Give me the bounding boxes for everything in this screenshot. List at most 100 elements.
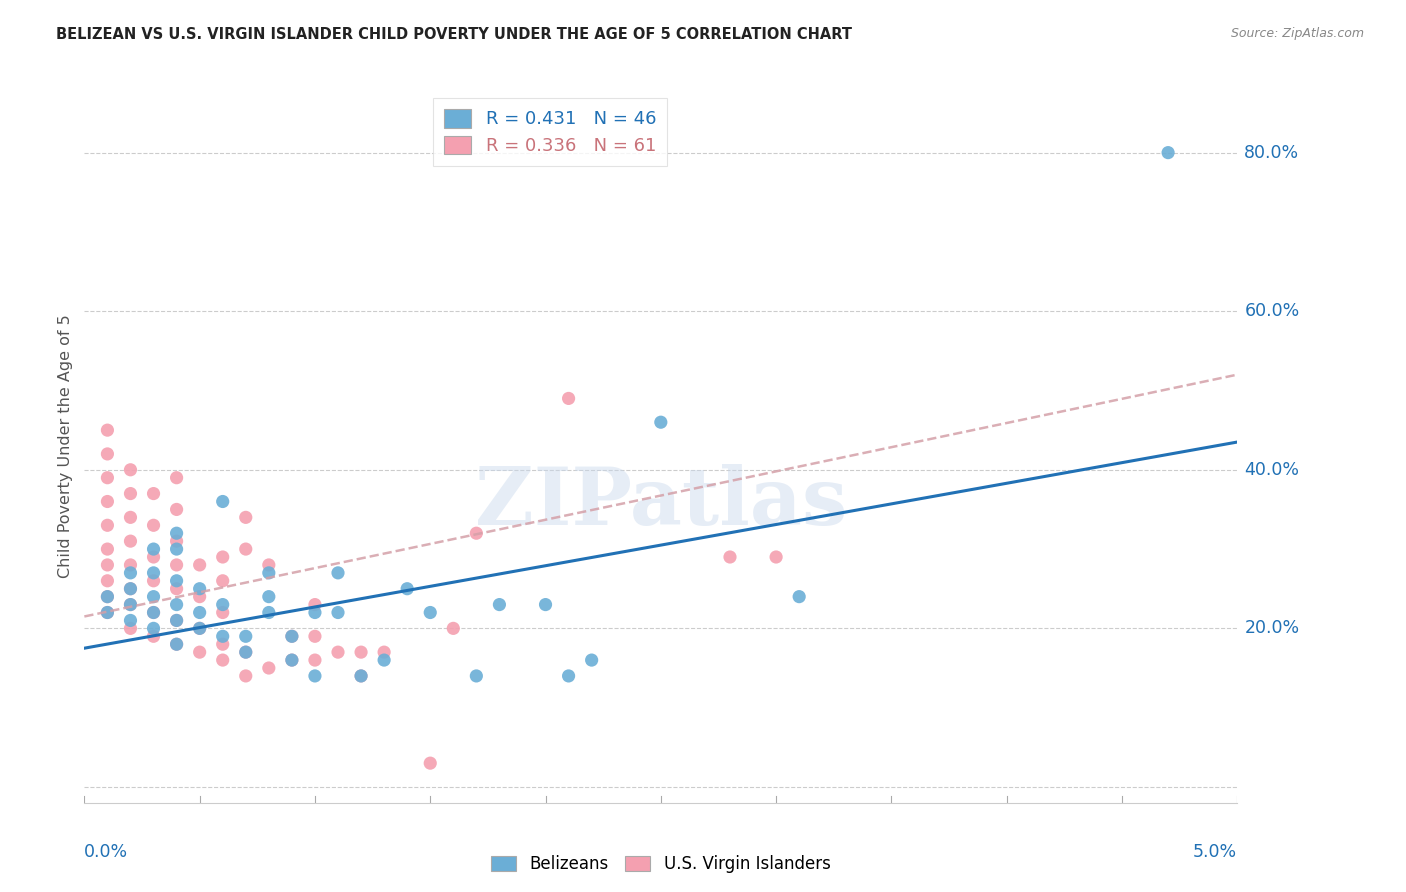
Point [142, 621, 165, 635]
Point [188, 621, 211, 635]
Point [142, 590, 165, 604]
Text: ZIPatlas: ZIPatlas [475, 464, 846, 542]
Point [465, 526, 488, 541]
Point [373, 645, 395, 659]
Point [166, 526, 188, 541]
Point [304, 629, 326, 643]
Point [96, 471, 118, 485]
Y-axis label: Child Poverty Under the Age of 5: Child Poverty Under the Age of 5 [58, 314, 73, 578]
Point [166, 574, 188, 588]
Point [557, 669, 579, 683]
Text: 0.0%: 0.0% [84, 843, 128, 861]
Point [235, 629, 257, 643]
Point [373, 653, 395, 667]
Point [188, 645, 211, 659]
Point [488, 598, 510, 612]
Point [257, 566, 280, 580]
Point [787, 590, 810, 604]
Point [96, 518, 118, 533]
Point [96, 447, 118, 461]
Point [120, 582, 142, 596]
Point [120, 486, 142, 500]
Point [166, 614, 188, 628]
Point [166, 598, 188, 612]
Point [188, 590, 211, 604]
Point [235, 542, 257, 557]
Point [211, 598, 233, 612]
Text: 5.0%: 5.0% [1194, 843, 1237, 861]
Point [166, 471, 188, 485]
Point [211, 574, 233, 588]
Point [211, 494, 233, 508]
Point [441, 621, 464, 635]
Point [396, 582, 419, 596]
Point [120, 566, 142, 580]
Point [350, 669, 373, 683]
Point [142, 549, 165, 564]
Point [142, 518, 165, 533]
Point [304, 606, 326, 620]
Point [142, 606, 165, 620]
Point [765, 549, 787, 564]
Point [281, 653, 304, 667]
Text: 60.0%: 60.0% [1244, 302, 1299, 320]
Point [1157, 145, 1180, 160]
Point [281, 653, 304, 667]
Point [326, 606, 349, 620]
Point [142, 606, 165, 620]
Point [281, 629, 304, 643]
Point [120, 614, 142, 628]
Point [326, 566, 349, 580]
Point [211, 549, 233, 564]
Point [650, 415, 672, 429]
Point [142, 542, 165, 557]
Point [235, 645, 257, 659]
Point [235, 510, 257, 524]
Point [142, 566, 165, 580]
Point [188, 582, 211, 596]
Point [142, 629, 165, 643]
Point [350, 669, 373, 683]
Point [120, 598, 142, 612]
Point [120, 598, 142, 612]
Point [581, 653, 603, 667]
Point [96, 606, 118, 620]
Point [120, 510, 142, 524]
Point [166, 502, 188, 516]
Text: Source: ZipAtlas.com: Source: ZipAtlas.com [1230, 27, 1364, 40]
Point [188, 606, 211, 620]
Point [281, 629, 304, 643]
Point [211, 629, 233, 643]
Point [166, 614, 188, 628]
Point [211, 653, 233, 667]
Point [96, 606, 118, 620]
Point [120, 558, 142, 572]
Point [142, 574, 165, 588]
Point [257, 661, 280, 675]
Point [166, 542, 188, 557]
Point [235, 645, 257, 659]
Point [188, 621, 211, 635]
Legend: Belizeans, U.S. Virgin Islanders: Belizeans, U.S. Virgin Islanders [485, 849, 837, 880]
Point [96, 558, 118, 572]
Point [120, 621, 142, 635]
Point [257, 558, 280, 572]
Point [120, 534, 142, 549]
Point [188, 558, 211, 572]
Point [304, 669, 326, 683]
Point [166, 582, 188, 596]
Point [142, 486, 165, 500]
Point [96, 423, 118, 437]
Point [120, 463, 142, 477]
Point [718, 549, 741, 564]
Point [96, 590, 118, 604]
Point [534, 598, 557, 612]
Text: BELIZEAN VS U.S. VIRGIN ISLANDER CHILD POVERTY UNDER THE AGE OF 5 CORRELATION CH: BELIZEAN VS U.S. VIRGIN ISLANDER CHILD P… [56, 27, 852, 42]
Point [96, 542, 118, 557]
Point [235, 669, 257, 683]
Point [166, 534, 188, 549]
Point [96, 494, 118, 508]
Point [96, 590, 118, 604]
Point [465, 669, 488, 683]
Point [419, 756, 441, 771]
